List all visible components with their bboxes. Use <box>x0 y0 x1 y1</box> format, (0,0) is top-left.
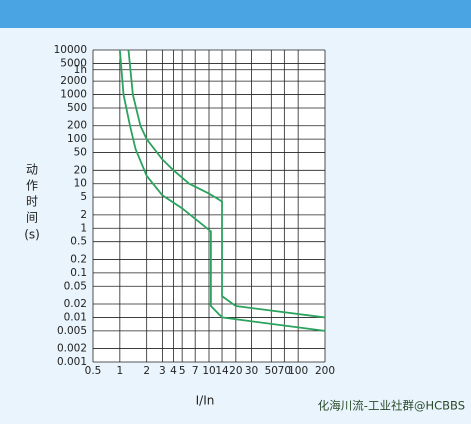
y-tick-label: 50 <box>74 147 87 159</box>
y-tick-label: 1 <box>80 222 87 234</box>
x-tick-label: 10 <box>202 365 215 377</box>
y-tick-label: 1000 <box>60 89 87 101</box>
y-tick-label: 0.005 <box>57 325 87 337</box>
x-tick-label: 1 <box>116 365 123 377</box>
x-tick-label: 30 <box>245 365 258 377</box>
x-tick-label: 200 <box>315 365 335 377</box>
y-tick-label: 10000 <box>54 44 87 56</box>
x-tick-label: 14 <box>215 365 229 377</box>
y-tick-label: 0.001 <box>57 356 87 368</box>
y-axis-label: 动 <box>26 163 38 177</box>
y-tick-label: 0.002 <box>57 343 87 355</box>
y-axis-label: (s) <box>24 228 40 242</box>
y-tick-label: 0.1 <box>70 267 87 279</box>
y-tick-label: 0.5 <box>70 236 87 248</box>
x-tick-label: 70 <box>278 365 291 377</box>
x-axis-label: I/In <box>196 394 215 408</box>
watermark: 化海川流-工业社群@HCBBS <box>318 399 465 413</box>
x-tick-label: 5 <box>179 365 186 377</box>
y-tick-label: 100 <box>67 133 87 145</box>
x-tick-label: 3 <box>159 365 166 377</box>
y-tick-label: 200 <box>67 120 87 132</box>
x-tick-label: 50 <box>265 365 278 377</box>
y-tick-label: 20 <box>74 164 87 176</box>
y-tick-label: 2 <box>80 209 87 221</box>
y-tick-label: 2000 <box>60 75 87 87</box>
y-axis-label: 间 <box>26 211 38 225</box>
y-tick-label: 5000 <box>60 57 87 69</box>
y-tick-label: 10 <box>74 178 87 190</box>
x-tick-label: 20 <box>229 365 242 377</box>
y-tick-label: 0.05 <box>64 280 87 292</box>
curve <box>118 49 326 332</box>
curve <box>127 49 326 319</box>
x-tick-label: 7 <box>192 365 199 377</box>
y-axis-label: 时 <box>26 195 38 209</box>
y-axis-label: 作 <box>26 179 38 193</box>
y-tick-label: 5 <box>80 191 87 203</box>
y-tick-label: 1h <box>74 64 87 76</box>
y-tick-label: 0.2 <box>70 253 87 265</box>
x-tick-label: 2 <box>143 365 150 377</box>
y-tick-label: 0.02 <box>64 298 87 310</box>
x-tick-label: 4 <box>170 365 177 377</box>
x-tick-label: 0.5 <box>85 365 102 377</box>
y-tick-label: 500 <box>67 102 87 114</box>
header-bar <box>0 0 471 28</box>
x-tick-label: 100 <box>288 365 308 377</box>
y-tick-label: 0.01 <box>64 311 87 323</box>
